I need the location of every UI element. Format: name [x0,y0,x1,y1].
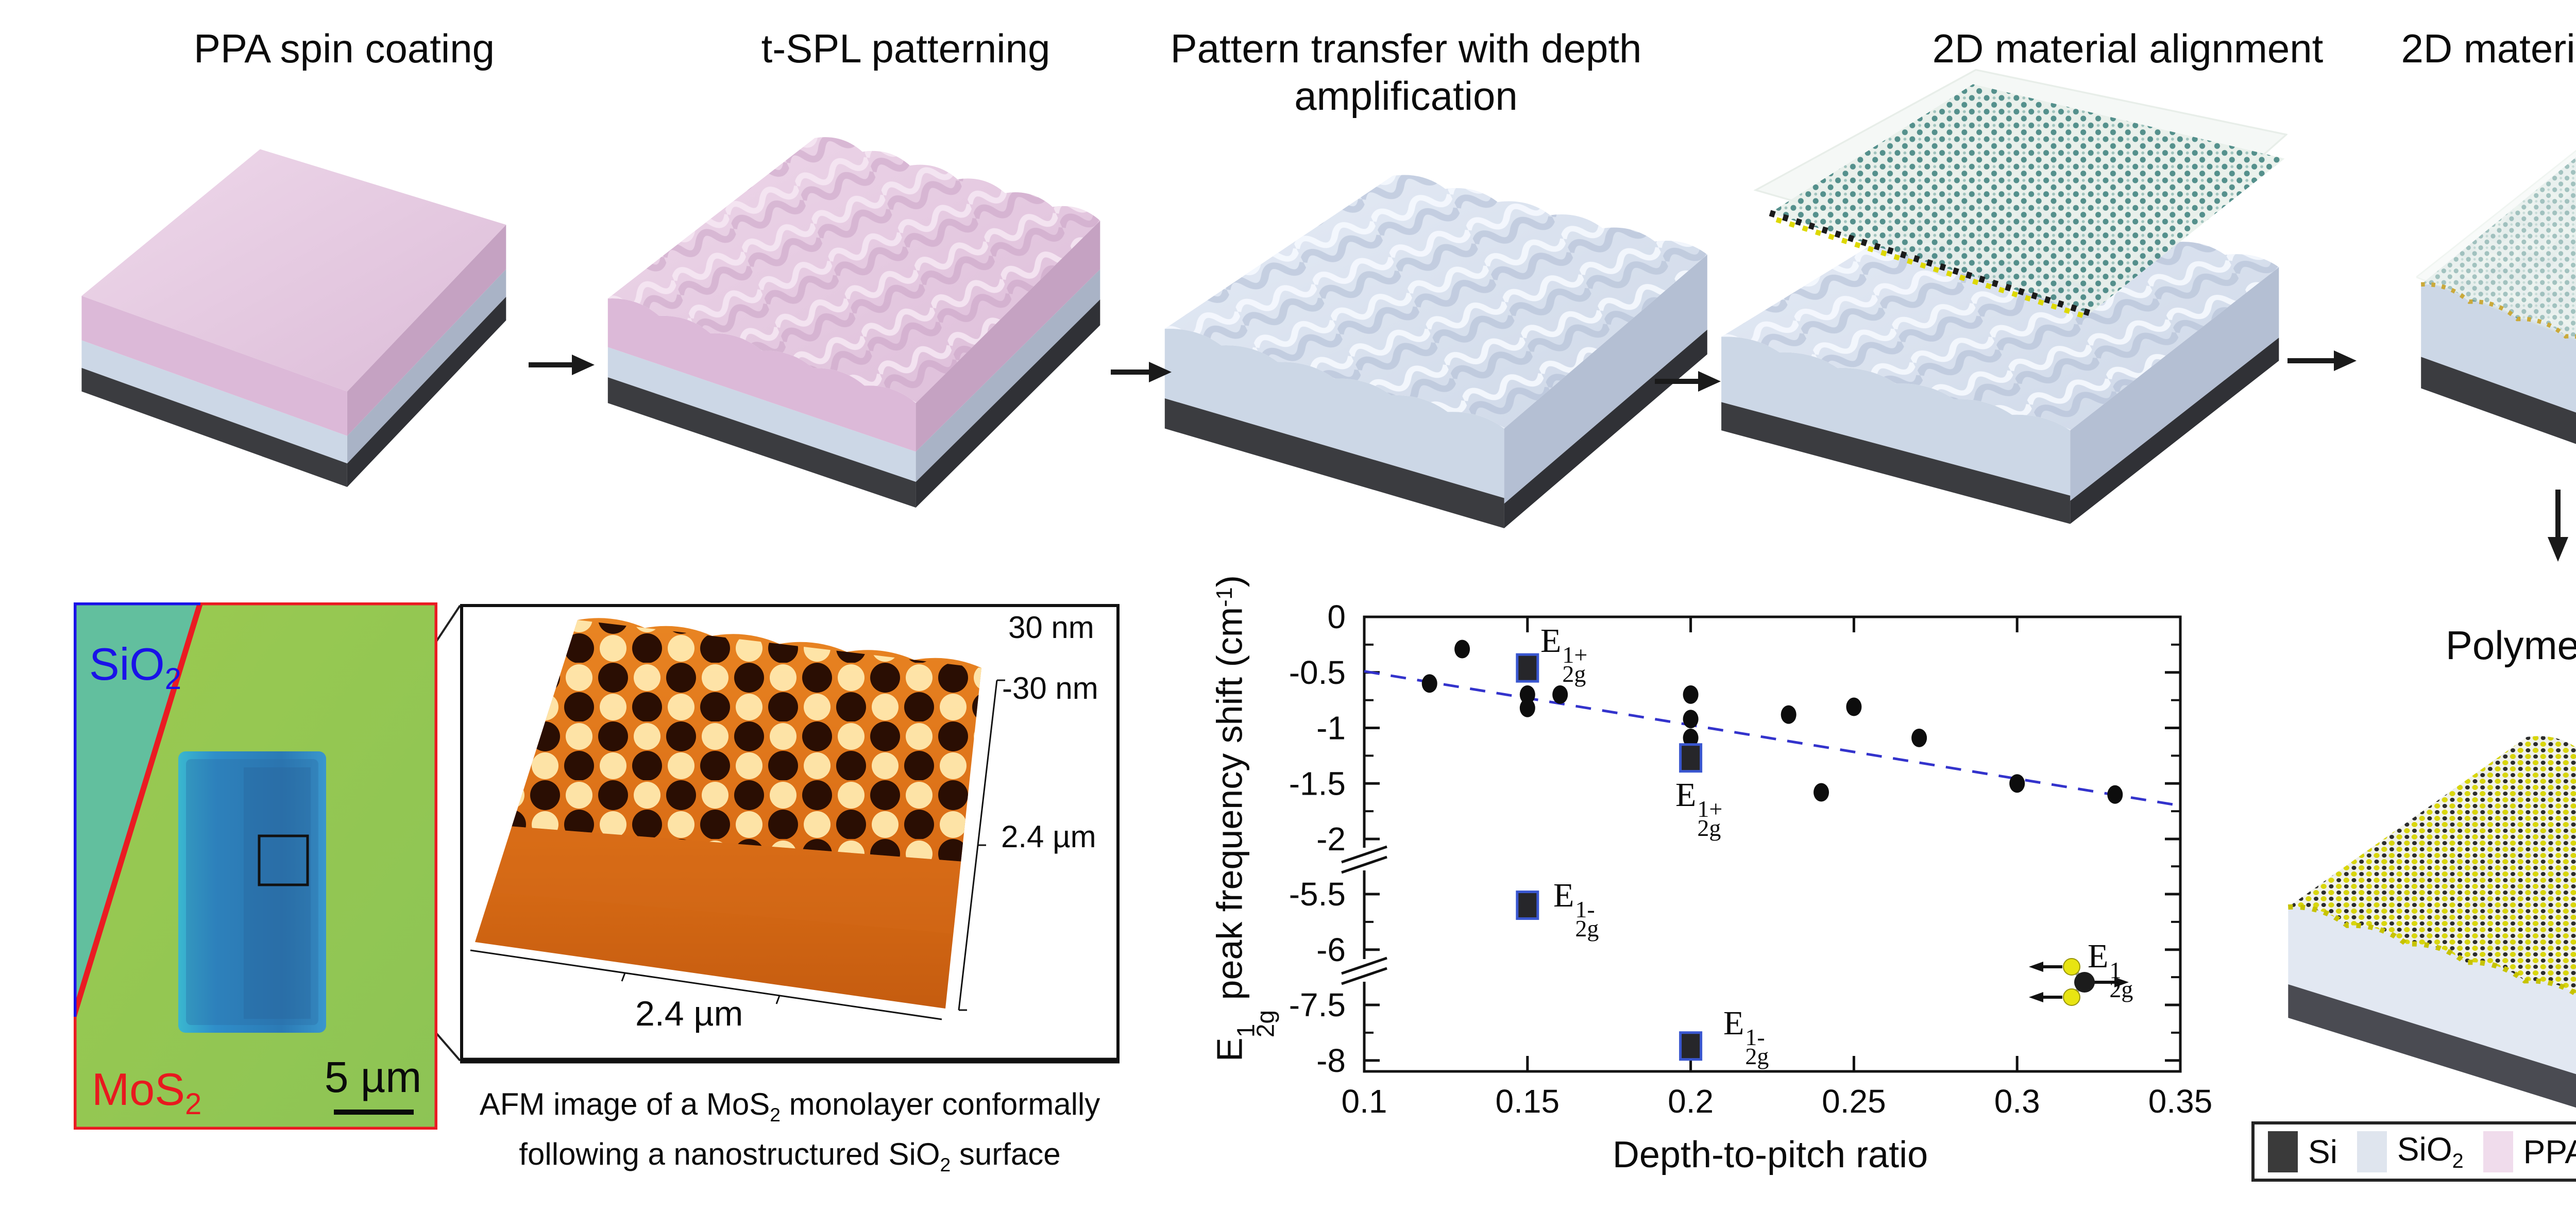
slab-2d-alignment [1721,69,2287,524]
step2-title: t-SPL patterning [761,26,1050,71]
slab-2d-transfer-strain [2416,124,2576,444]
patterned-blue-region [178,751,326,1033]
svg-text:-6: -6 [1316,931,1346,968]
mos2-mesh-sheet [1770,84,2285,313]
slab-tspl-patterning [607,137,1100,508]
chart-y-axis-label: E 1 2g peak frequency shift (cm-1) [1209,575,1280,1062]
svg-text:0.3: 0.3 [1994,1083,2040,1120]
step3-title-line2: amplification [1294,73,1518,119]
svg-text:-1.5: -1.5 [1289,765,1346,802]
svg-text:-8: -8 [1316,1042,1346,1079]
svg-text:-5.5: -5.5 [1289,876,1346,913]
annotation-e2g-1plus-b: E 1+ 2g [1675,776,1723,842]
step5-title: 2D material transfer and strain [2401,26,2576,71]
svg-text:0.1: 0.1 [1342,1083,1387,1120]
svg-text:-7.5: -7.5 [1289,986,1346,1023]
svg-text:0.2: 0.2 [1668,1083,1714,1120]
legend-item-ppa: PPA [2483,1131,2576,1172]
afm-axes [470,679,1005,1020]
svg-text:0.25: 0.25 [1822,1083,1886,1120]
ppa-swatch [2483,1131,2513,1172]
step3-title: Pattern transfer with depth amplificatio… [1171,25,1642,120]
slab-pattern-transfer [1164,175,1707,528]
afm-caption: AFM image of a MoS2 monolayer conformall… [479,1087,1100,1175]
arrow-right-icon [1655,371,1721,392]
raman-shift-scatter-chart: 0.1 0.15 0.2 0.25 0.3 0.35 0 -0.5 -1 -1.5 -2 -5.5 -6… [1289,598,2213,1120]
arrow-right-icon [529,355,595,375]
svg-text:-0.5: -0.5 [1289,654,1346,691]
svg-text:-1: -1 [1316,710,1346,747]
arrow-down-icon [2548,490,2568,562]
arrow-right-icon [2287,350,2357,371]
step1-title: PPA spin coating [194,26,495,71]
sio2-swatch [2357,1131,2387,1172]
annotation-e2g-1minus-a: E 1- 2g [1553,877,1599,942]
legend-label-si: Si [2308,1133,2337,1170]
sio2-region-label: SiO2 [89,639,181,696]
mos2-region-border [74,602,437,1130]
annotation-e2g-1plus-a: E 1+ 2g [1540,622,1588,687]
scalebar [334,1110,414,1115]
scalebar-label: 5 µm [325,1053,421,1101]
si-swatch [2268,1131,2298,1172]
slab-ppa-spin-coating [81,149,506,487]
arrow-right-icon [1111,362,1172,382]
zoom-region-box [258,834,309,886]
afm-right-axis-label: 2.4 µm [1001,819,1096,854]
pc-sheet-on-top [2416,149,2576,341]
chart-x-axis-label: Depth-to-pitch ratio [1612,1134,1928,1175]
legend-item-sio2: SiO2 [2357,1130,2464,1173]
svg-text:0: 0 [1327,598,1346,635]
annotation-e2g-1minus-b: E 1- 2g [1723,1004,1769,1070]
mos2-region-label: MoS2 [92,1064,201,1121]
step4-title: 2D material alignment [1932,26,2324,71]
e2g-mode-molecule-icon [2029,958,2129,1006]
afm-3d-surface [475,618,981,1009]
svg-text:-2: -2 [1316,820,1346,858]
svg-text:0.15: 0.15 [1496,1083,1560,1120]
afm-zmax-label: 30 nm [1008,610,1094,645]
svg-text:0.35: 0.35 [2148,1083,2213,1120]
materials-legend: Si SiO2 PPA PC [2251,1121,2576,1182]
slab-polymer-dissolution [2287,736,2576,1108]
afm-zmin-label: -30 nm [1002,671,1098,706]
optical-microscope-image: SiO2 MoS2 5 µm [74,602,437,1130]
annotation-e2g-mode: E 1 2g [2088,937,2133,1003]
legend-label-ppa: PPA [2523,1133,2576,1170]
step3-title-line1: Pattern transfer with depth [1170,26,1642,71]
afm-bottom-axis-label: 2.4 µm [635,994,743,1033]
legend-item-si: Si [2268,1131,2337,1172]
legend-label-sio2: SiO2 [2397,1131,2464,1172]
afm-inset: 30 nm -30 nm 2.4 µm 2.4 µm [460,604,1120,1064]
step6-title: Polymer dissolution [2445,623,2576,668]
